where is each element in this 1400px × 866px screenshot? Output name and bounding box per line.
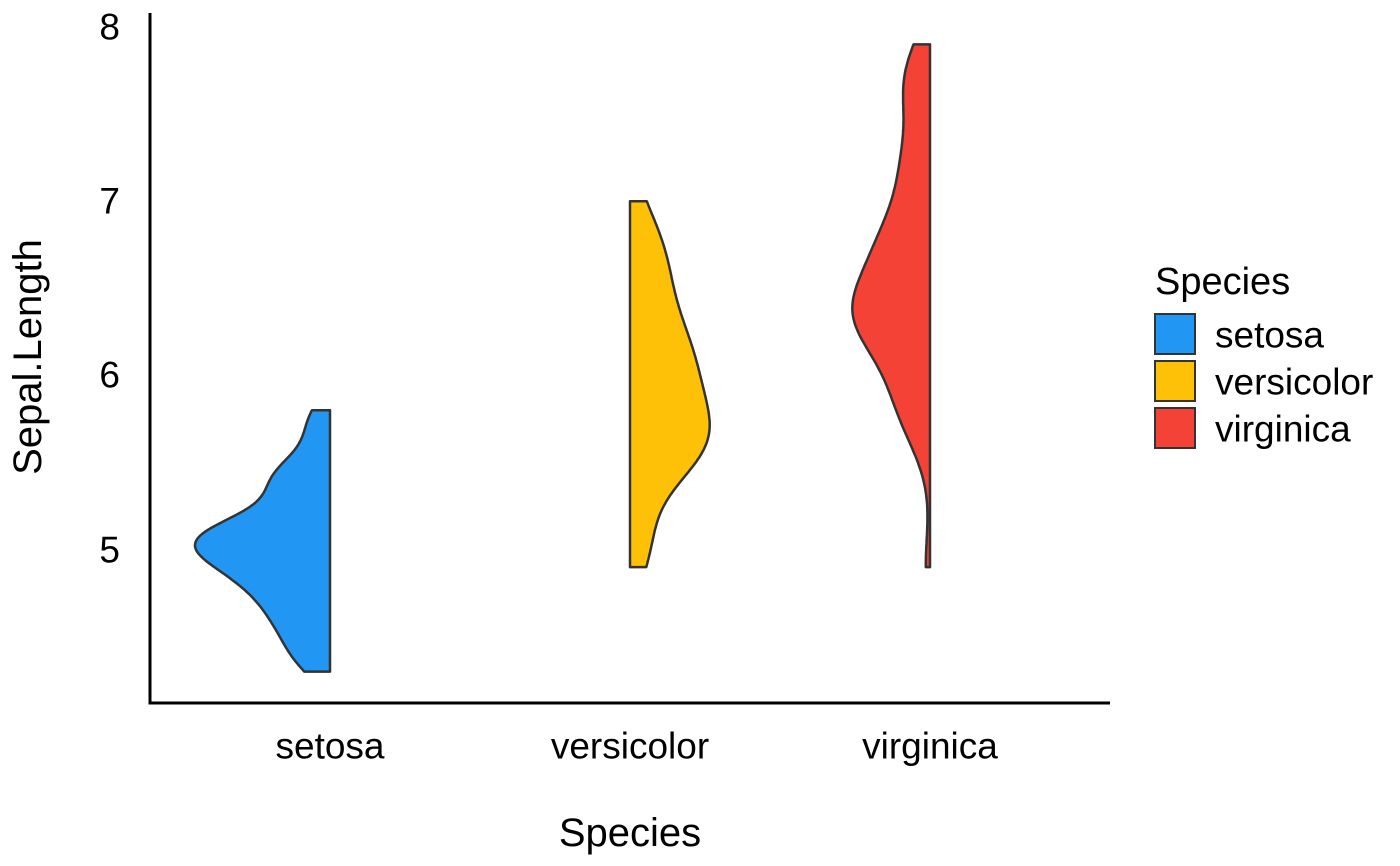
y-tick-label-8: 8 [99,6,120,48]
legend-label-setosa: setosa [1215,314,1325,355]
legend-label-virginica: virginica [1215,408,1351,449]
violin-virginica [851,43,932,569]
x-tick-label-setosa: setosa [275,725,385,767]
legend-key-setosa [1154,313,1196,355]
y-axis-title: Sepal.Length [6,239,50,475]
y-tick-label-7: 7 [99,180,120,222]
y-tick-label-6: 6 [99,354,120,396]
legend-key-virginica [1154,407,1196,449]
violin-setosa [193,409,332,673]
x-tick-label-virginica: virginica [862,725,998,767]
y-tick-label-5: 5 [99,529,120,571]
violin-versicolor [628,199,711,569]
legend-title: Species [1155,261,1291,303]
legend-label-versicolor: versicolor [1215,361,1374,402]
violin-shapes [193,43,932,673]
legend-key-versicolor [1154,360,1196,402]
x-axis-title: Species [558,811,702,855]
x-tick-label-versicolor: versicolor [550,725,710,767]
